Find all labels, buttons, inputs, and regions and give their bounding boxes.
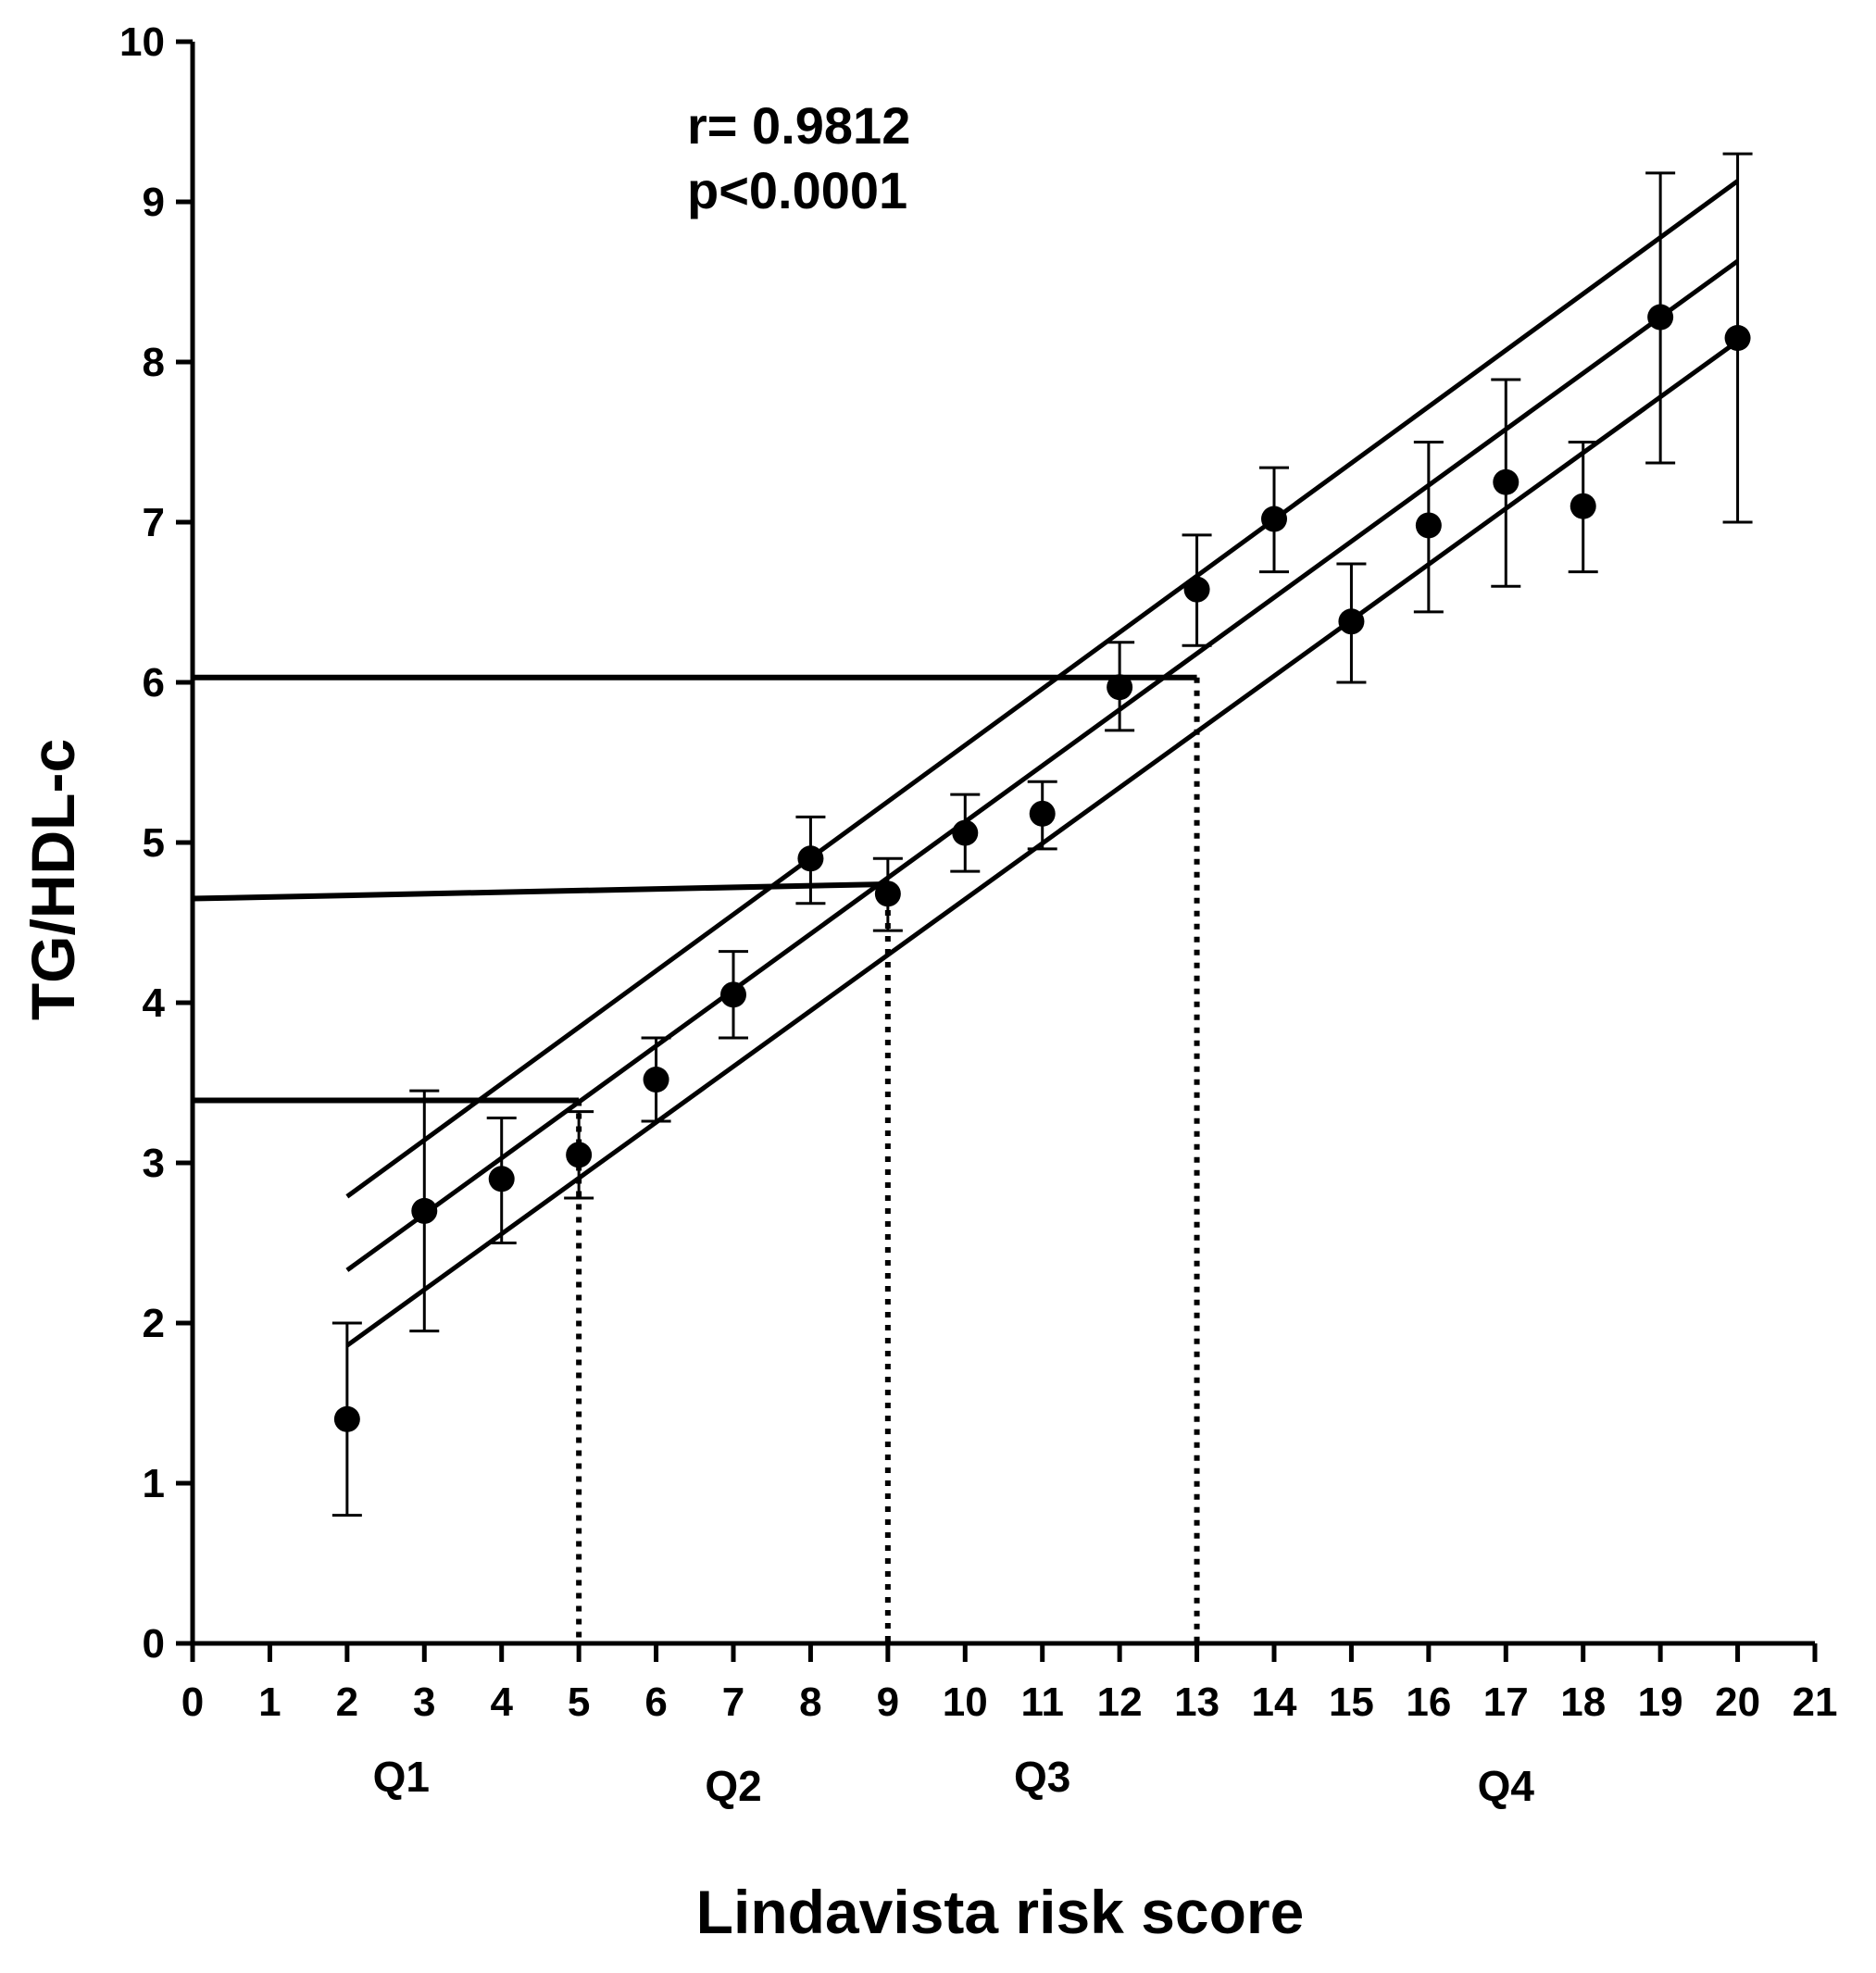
y-tick-label: 10: [119, 19, 165, 65]
data-point: [1570, 493, 1596, 519]
y-tick-label: 9: [143, 180, 165, 225]
error-bars: [331, 152, 1753, 1517]
y-tick-label: 8: [143, 340, 165, 385]
x-axis-title: Lindavista risk score: [696, 1878, 1305, 1946]
x-tick-label: 2: [336, 1680, 358, 1725]
x-tick-label: 4: [490, 1680, 513, 1725]
x-tick-label: 18: [1560, 1680, 1606, 1725]
data-point: [566, 1142, 593, 1168]
x-tick-label: 15: [1329, 1680, 1374, 1725]
data-point: [1338, 608, 1365, 635]
x-tick-label: 10: [943, 1680, 988, 1725]
data-point: [952, 819, 979, 846]
data-point: [797, 845, 824, 872]
x-tick-label: 1: [258, 1680, 281, 1725]
x-tick-label: 5: [568, 1680, 590, 1725]
data-point: [1724, 325, 1751, 352]
quartile-label: Q1: [373, 1753, 430, 1801]
data-point: [1493, 468, 1520, 495]
quartile-label: Q2: [705, 1762, 761, 1810]
x-tick-label: 17: [1483, 1680, 1529, 1725]
x-tick-label: 8: [799, 1680, 821, 1725]
x-tick-label: 9: [877, 1680, 899, 1725]
x-tick-label: 3: [413, 1680, 435, 1725]
y-tick-label: 4: [143, 980, 166, 1026]
x-tick-label: 7: [722, 1680, 744, 1725]
x-tick-label: 21: [1793, 1680, 1838, 1725]
data-point: [333, 1405, 360, 1432]
x-tick-label: 19: [1638, 1680, 1683, 1725]
data-point: [720, 981, 746, 1008]
data-point: [1261, 506, 1287, 532]
data-point: [1415, 512, 1442, 539]
reference-horizontal-line: [192, 880, 888, 902]
x-tick-label: 13: [1174, 1680, 1219, 1725]
x-tick-label: 6: [644, 1680, 667, 1725]
data-point: [1029, 800, 1056, 827]
data-point: [1183, 576, 1210, 603]
y-tick-label: 5: [143, 820, 165, 866]
y-tick-label: 0: [143, 1621, 165, 1667]
x-tick-label: 16: [1406, 1680, 1451, 1725]
regression-lines: [345, 179, 1740, 1348]
y-tick-label: 3: [143, 1141, 165, 1186]
data-point: [411, 1197, 438, 1224]
data-point: [488, 1166, 515, 1193]
y-tick-label: 2: [143, 1301, 165, 1346]
x-tick-label: 12: [1097, 1680, 1143, 1725]
quartile-label: Q3: [1014, 1753, 1070, 1801]
x-tick-label: 11: [1020, 1680, 1064, 1725]
y-tick-label: 1: [143, 1461, 165, 1506]
y-tick-label: 7: [143, 500, 165, 545]
x-tick-label: 0: [181, 1680, 204, 1725]
x-tick-label: 20: [1715, 1680, 1760, 1725]
data-point: [874, 880, 901, 907]
y-tick-label: 6: [143, 660, 165, 706]
quartile-labels: Q1 Q2 Q3 Q4: [373, 1753, 1535, 1810]
annotation-p: p<0.0001: [687, 161, 907, 219]
axes: [176, 39, 1818, 1662]
y-axis-title: TG/HDL-c: [19, 739, 87, 1020]
x-tick-label: 14: [1252, 1680, 1297, 1725]
data-points: [333, 304, 1751, 1432]
quartile-label: Q4: [1478, 1762, 1535, 1810]
data-point: [1107, 674, 1133, 701]
regression-fit-line: [345, 258, 1740, 1272]
data-point: [643, 1067, 669, 1093]
annotation-r: r= 0.9812: [687, 96, 910, 155]
regression-upper-ci-line: [345, 179, 1740, 1199]
data-point: [1647, 304, 1674, 331]
